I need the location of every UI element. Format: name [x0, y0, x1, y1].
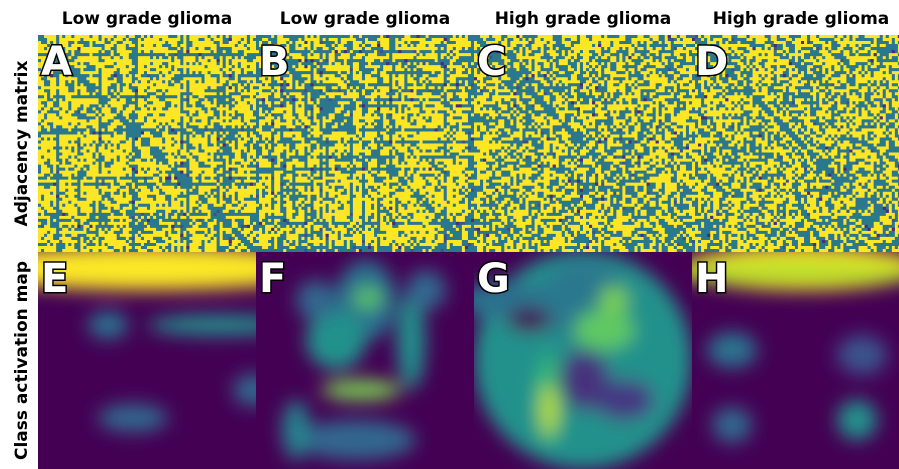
blob	[507, 308, 551, 332]
blob	[38, 256, 256, 284]
blob	[406, 270, 446, 310]
blob	[600, 286, 628, 314]
panel-label: C	[477, 39, 506, 85]
blob	[692, 260, 899, 284]
panel-label: G	[477, 256, 510, 302]
blob	[296, 280, 336, 320]
column-title: High grade glioma	[713, 9, 890, 29]
panel-label: B	[259, 39, 290, 85]
activation-map	[38, 252, 256, 469]
blobs	[692, 252, 899, 443]
panel-label: E	[41, 256, 68, 302]
row-label: Adjacency matrix	[12, 61, 32, 227]
panel-label: A	[41, 39, 72, 85]
matrix-cells	[474, 35, 692, 252]
blob	[712, 407, 752, 443]
blob	[148, 315, 256, 335]
blob	[707, 332, 757, 368]
matrix-cells	[692, 35, 899, 252]
blob	[233, 374, 256, 406]
row-label: Class activation map	[12, 261, 32, 460]
panels	[38, 35, 899, 469]
panel-label: F	[259, 256, 286, 302]
blob	[397, 290, 425, 390]
blob	[574, 310, 634, 350]
matrix-cells	[38, 35, 256, 252]
activation-map	[692, 252, 899, 469]
labels: Low grade glioma Low grade glioma High gra…	[12, 9, 889, 460]
blobs	[282, 260, 446, 460]
blob	[541, 385, 557, 435]
blob	[98, 404, 168, 432]
column-title: Low grade glioma	[280, 9, 450, 29]
blobs	[474, 252, 692, 469]
activation-map	[474, 252, 692, 469]
blob	[354, 288, 382, 308]
panel-label: D	[695, 39, 728, 85]
matrix-cells	[256, 35, 474, 252]
blob	[321, 380, 401, 400]
blob	[296, 420, 416, 460]
activation-map	[256, 252, 474, 469]
blob	[88, 311, 128, 339]
blobs	[38, 252, 256, 432]
blob	[282, 400, 310, 460]
column-title: Low grade glioma	[62, 9, 232, 29]
column-title: High grade glioma	[495, 9, 672, 29]
blob	[837, 335, 887, 375]
matrix-cells	[38, 35, 256, 252]
panel-label: H	[695, 256, 728, 302]
blob	[837, 400, 877, 440]
blob	[306, 310, 366, 370]
blob	[594, 380, 654, 420]
